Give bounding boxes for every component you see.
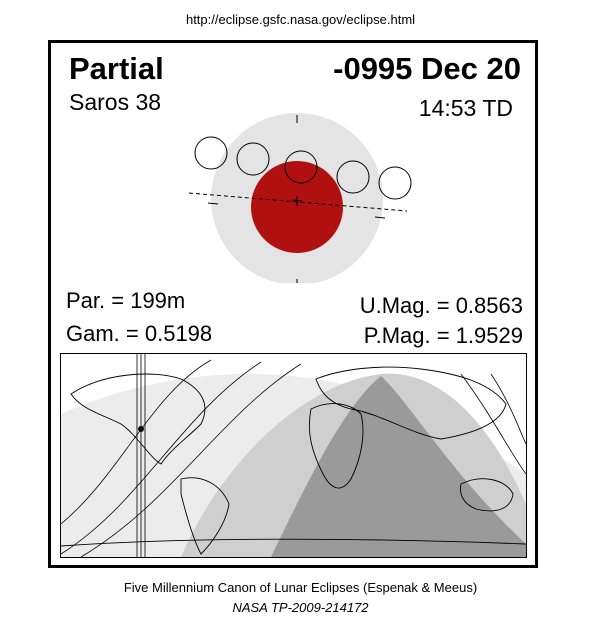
eclipse-time: 14:53 TD [418,95,513,121]
publication-id: NASA TP-2009-214172 [232,600,369,615]
moon-position [236,142,270,176]
canon-citation: Five Millennium Canon of Lunar Eclipses … [123,580,478,595]
source-url[interactable]: http://eclipse.gsfc.nasa.gov/eclipse.htm… [185,12,416,27]
shadow-diagram [188,113,412,283]
continent-antarctica [61,538,526,547]
boundary-curve [61,359,212,525]
moon-position [336,160,370,194]
moon-position [194,136,228,170]
boundary-curve [61,361,262,555]
eclipse-type: Partial [69,51,164,86]
visibility-map [60,353,527,558]
continent-south-america [180,477,230,555]
umbra-shadow [251,161,343,253]
eclipse-panel: Partial -0995 Dec 20 Saros 38 14:53 TD P… [48,40,538,568]
path-tick [374,216,386,219]
penumbral-duration: Par. = 199m [66,288,186,313]
continent-australia [460,478,514,512]
eclipse-date: -0995 Dec 20 [333,51,521,86]
continent-north-america [70,373,206,465]
penumbral-magnitude: P.Mag. = 1.9529 [363,323,523,348]
moon-path-line [188,192,408,212]
path-tick [207,202,219,205]
boundary-curve [490,373,526,445]
saros-number: Saros 38 [69,89,162,115]
boundary-curve [80,363,302,557]
continent-africa [308,403,364,489]
greatest-eclipse-point [138,426,144,432]
gamma-value: Gam. = 0.5198 [66,321,213,346]
umbral-magnitude: U.Mag. = 0.8563 [359,293,523,318]
zone-dark [271,376,526,557]
moon-position [284,150,318,184]
continent-eurasia [315,366,507,440]
world-map [61,354,526,557]
moon-position [378,166,412,200]
boundary-curve [460,373,526,475]
